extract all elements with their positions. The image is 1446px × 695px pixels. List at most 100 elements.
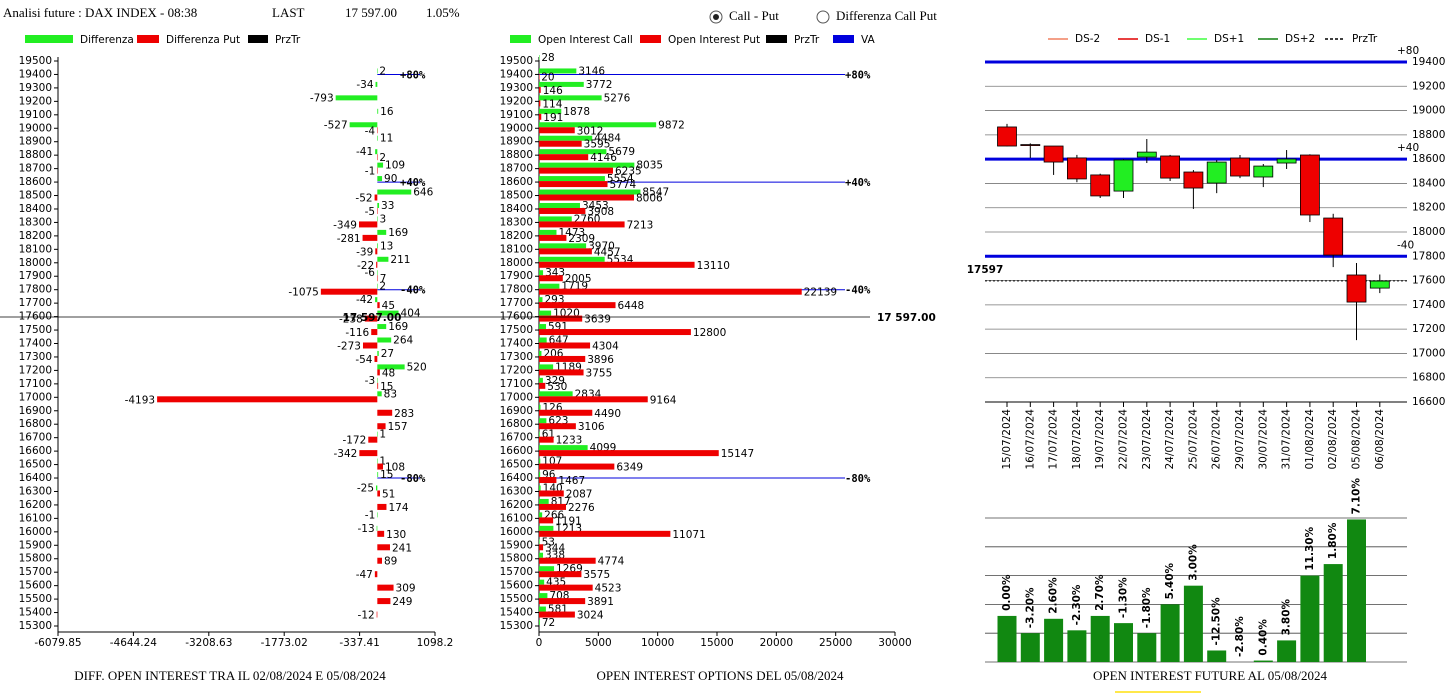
bar — [539, 598, 586, 605]
y-tick-label: 15900 — [19, 539, 52, 551]
data-label: 157 — [388, 421, 408, 433]
data-label: -54 — [355, 354, 372, 366]
bar — [1137, 633, 1157, 662]
data-label: -1 — [365, 509, 375, 521]
bar — [377, 207, 378, 214]
legend-label: Open Interest Put — [668, 34, 760, 46]
bar — [377, 243, 379, 249]
y-tick-label: 19000 — [1412, 105, 1445, 117]
y-tick-label: 19500 — [500, 55, 533, 67]
data-label: 1233 — [556, 435, 583, 447]
data-label: 191 — [543, 112, 563, 124]
bar — [539, 477, 557, 484]
data-label: 174 — [388, 502, 408, 514]
data-label: -273 — [337, 341, 361, 353]
data-label: 3891 — [587, 596, 614, 608]
y-tick-label: 16800 — [500, 418, 533, 430]
radio-label[interactable]: Differenza Call Put — [836, 8, 937, 23]
y-tick-label: 17200 — [500, 364, 533, 376]
y-tick-label: 17200 — [19, 364, 52, 376]
y-tick-label: 16200 — [19, 499, 52, 511]
y-tick-label: 18800 — [1412, 129, 1445, 141]
data-label: 1467 — [558, 475, 585, 487]
data-label: 13 — [380, 240, 393, 252]
level-label: +40% — [400, 177, 426, 189]
x-tick-label: 30/07/2024 — [1257, 409, 1269, 470]
data-label: 2 — [379, 65, 386, 77]
bar — [997, 615, 1017, 662]
y-tick-label: 19200 — [1412, 80, 1445, 92]
bar — [539, 404, 541, 410]
y-tick-label: 15400 — [500, 607, 533, 619]
bar — [374, 571, 378, 578]
data-label: 1 — [379, 429, 386, 441]
y-tick-label: 16600 — [500, 445, 533, 457]
y-tick-label: 19100 — [19, 109, 52, 121]
candle-body — [1323, 217, 1344, 256]
bar — [377, 377, 378, 383]
y-tick-label: 15700 — [500, 566, 533, 578]
y-tick-label: 18600 — [19, 176, 52, 188]
bar — [539, 202, 580, 208]
legend-swatch — [833, 35, 854, 43]
legend-label: VA — [861, 34, 876, 46]
bar — [539, 221, 625, 228]
x-tick-label: 06/08/2024 — [1374, 409, 1386, 470]
x-tick-label: 18/07/2024 — [1071, 409, 1083, 470]
chart-title: OPEN INTEREST OPTIONS DEL 05/08/2024 — [597, 668, 845, 683]
data-label: 48 — [382, 367, 395, 379]
radio-label[interactable]: Call - Put — [729, 8, 779, 23]
y-tick-label: 17200 — [1412, 323, 1445, 335]
x-tick-label: 19/07/2024 — [1094, 409, 1106, 470]
radio-button[interactable] — [816, 10, 830, 24]
candle-body — [1369, 280, 1390, 289]
data-label: -1.80% — [1141, 587, 1153, 628]
x-tick-label: 29/07/2024 — [1234, 409, 1246, 470]
y-tick-label: 19000 — [19, 122, 52, 134]
data-label: 130 — [386, 529, 406, 541]
y-tick-label: 16500 — [19, 459, 52, 471]
last-price: 17 597.00 — [345, 5, 397, 20]
bar — [377, 544, 390, 551]
data-label: 11.30% — [1304, 526, 1316, 570]
data-label: -6 — [365, 267, 376, 279]
data-label: 9164 — [650, 394, 677, 406]
page-title: Analisi future : DAX INDEX - 08:38 — [3, 5, 197, 20]
data-label: 404 — [401, 308, 421, 320]
data-label: 5554 — [607, 173, 634, 185]
data-label: 3024 — [577, 610, 604, 622]
bar — [539, 552, 544, 558]
data-label: -22 — [357, 260, 374, 272]
y-tick-label: 16700 — [19, 432, 52, 444]
x-tick-label: 02/08/2024 — [1327, 409, 1339, 470]
bar — [377, 503, 387, 510]
bar — [539, 350, 542, 356]
bar — [539, 450, 719, 457]
bar — [539, 297, 543, 303]
data-label: -13 — [357, 523, 374, 535]
data-label: 646 — [413, 187, 433, 199]
x-tick-label: 22/07/2024 — [1118, 409, 1130, 470]
bar — [539, 81, 584, 87]
candle-body — [1113, 159, 1134, 192]
data-label: 89 — [384, 556, 397, 568]
bar — [539, 275, 563, 282]
data-label: -281 — [337, 233, 361, 245]
last-change: 1.05% — [426, 5, 460, 20]
bar — [157, 396, 378, 403]
x-tick-label: 16/07/2024 — [1024, 409, 1036, 470]
y-tick-label: 18400 — [1412, 177, 1445, 189]
bar — [539, 364, 554, 370]
bar — [377, 337, 392, 343]
y-tick-label: 19400 — [1412, 56, 1445, 68]
y-tick-label: 18100 — [500, 243, 533, 255]
bar — [320, 288, 378, 295]
last-label: LAST — [272, 5, 305, 20]
bar — [1044, 618, 1064, 662]
data-label: 109 — [385, 160, 405, 172]
chart-title: DIFF. OPEN INTEREST TRA IL 02/08/2024 E … — [74, 668, 386, 683]
y-tick-label: 15600 — [500, 580, 533, 592]
bar — [362, 342, 378, 349]
bar — [377, 302, 380, 309]
bar — [377, 584, 394, 591]
